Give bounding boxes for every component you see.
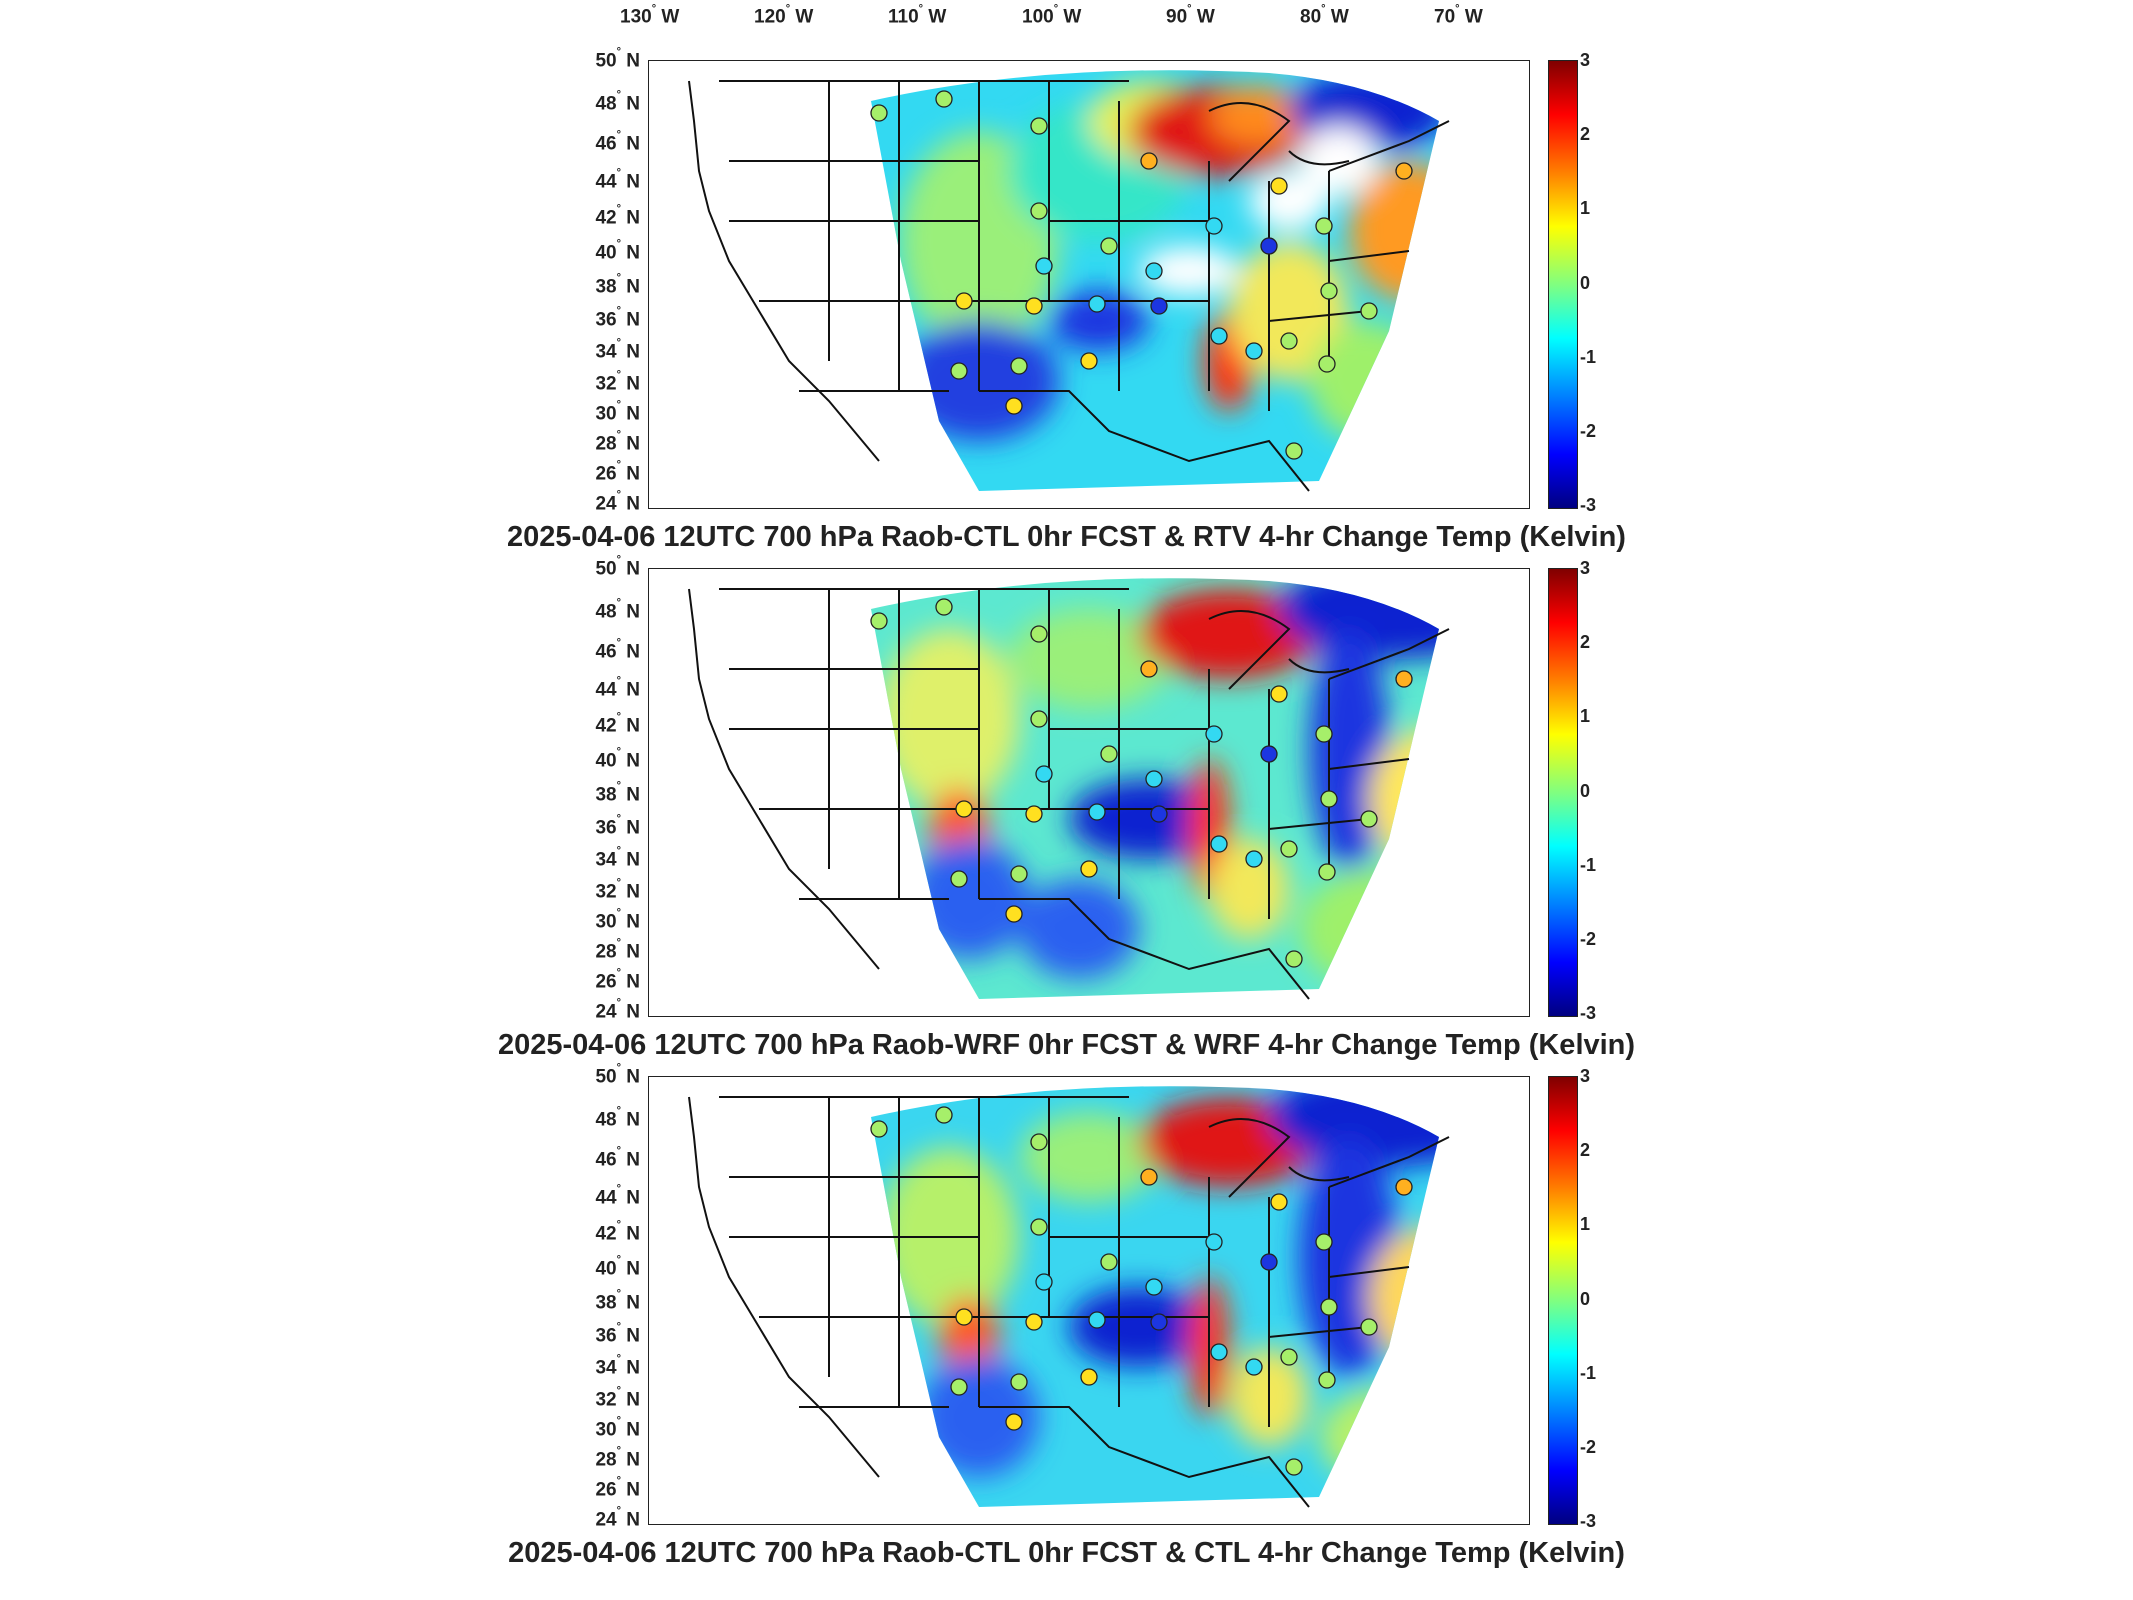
lat-label: 38° N xyxy=(595,272,640,298)
raob-stations xyxy=(870,1106,1413,1476)
lat-label: 36° N xyxy=(595,305,640,331)
colorbar-tick: -2 xyxy=(1580,929,1597,949)
colorbar-tick: 0 xyxy=(1580,1289,1591,1309)
lat-label: 38° N xyxy=(595,1288,640,1314)
lat-label: 44° N xyxy=(595,675,640,701)
lat-label: 36° N xyxy=(595,813,640,839)
lat-label: 48° N xyxy=(595,597,640,623)
lat-label: 24° N xyxy=(595,1505,640,1531)
raob-stations xyxy=(870,598,1413,968)
lat-label: 40° N xyxy=(595,746,640,772)
colorbar xyxy=(1548,1076,1578,1525)
lat-label: 34° N xyxy=(595,1353,640,1379)
colorbar-tick: 1 xyxy=(1580,706,1591,726)
lat-label: 42° N xyxy=(595,1219,640,1245)
lat-label: 42° N xyxy=(595,711,640,737)
lat-label: 50° N xyxy=(595,554,640,580)
lat-label: 40° N xyxy=(595,238,640,264)
lat-label: 46° N xyxy=(595,1145,640,1171)
state-borders xyxy=(688,80,1450,492)
lat-label: 24° N xyxy=(595,489,640,515)
temperature-map xyxy=(688,578,1450,1000)
lat-label: 28° N xyxy=(595,1445,640,1471)
colorbar-tick: -1 xyxy=(1580,1363,1597,1383)
temperature-field xyxy=(871,1086,1439,1507)
lat-label: 28° N xyxy=(595,429,640,455)
lon-label-130w: 130° W xyxy=(620,3,680,28)
panel-caption: 2025-04-06 12UTC 700 hPa Raob-CTL 0hr FC… xyxy=(507,521,1626,553)
colorbar xyxy=(1548,60,1578,509)
colorbar xyxy=(1548,568,1578,1017)
colorbar-tick: -3 xyxy=(1580,495,1597,515)
colorbar-tick: 2 xyxy=(1580,1140,1591,1160)
colorbar-tick: 1 xyxy=(1580,198,1591,218)
colorbar-tick: 3 xyxy=(1580,50,1591,70)
lon-label-80w: 80° W xyxy=(1300,3,1349,28)
lat-label: 24° N xyxy=(595,997,640,1023)
colorbar-tick: -1 xyxy=(1580,347,1597,367)
lat-label: 34° N xyxy=(595,337,640,363)
lon-label-110w: 110° W xyxy=(888,3,947,28)
lat-label: 44° N xyxy=(595,1183,640,1209)
lat-label: 50° N xyxy=(595,1062,640,1088)
lat-label: 50° N xyxy=(595,46,640,72)
panel-caption: 2025-04-06 12UTC 700 hPa Raob-CTL 0hr FC… xyxy=(508,1537,1625,1569)
colorbar-tick: 3 xyxy=(1580,1066,1591,1086)
colorbar-tick: -3 xyxy=(1580,1003,1597,1023)
colorbar-tick: 2 xyxy=(1580,124,1591,144)
lat-label: 44° N xyxy=(595,167,640,193)
lat-label: 30° N xyxy=(595,399,640,425)
panel-caption: 2025-04-06 12UTC 700 hPa Raob-WRF 0hr FC… xyxy=(497,1029,1636,1061)
lat-label: 46° N xyxy=(595,637,640,663)
temperature-map xyxy=(688,1086,1450,1508)
map-frame xyxy=(648,60,1530,509)
raob-stations xyxy=(870,90,1413,460)
colorbar-tick: 0 xyxy=(1580,273,1591,293)
temperature-field xyxy=(871,578,1439,999)
colorbar-tick: 0 xyxy=(1580,781,1591,801)
lat-label: 32° N xyxy=(595,369,640,395)
lat-label: 28° N xyxy=(595,937,640,963)
lon-label-70w: 70° W xyxy=(1434,3,1483,28)
lat-label: 40° N xyxy=(595,1254,640,1280)
colorbar-tick: 3 xyxy=(1580,558,1591,578)
temperature-field xyxy=(871,70,1439,491)
lon-label-100w: 100° W xyxy=(1022,3,1082,28)
lat-label: 48° N xyxy=(595,1105,640,1131)
lat-label: 32° N xyxy=(595,1385,640,1411)
colorbar-tick: -2 xyxy=(1580,421,1597,441)
colorbar-tick: -2 xyxy=(1580,1437,1597,1457)
lat-label: 26° N xyxy=(595,459,640,485)
lat-label: 42° N xyxy=(595,203,640,229)
lat-label: 30° N xyxy=(595,907,640,933)
lat-label: 38° N xyxy=(595,780,640,806)
lat-label: 26° N xyxy=(595,1475,640,1501)
colorbar-tick: -1 xyxy=(1580,855,1597,875)
state-borders xyxy=(688,1096,1450,1508)
lat-label: 30° N xyxy=(595,1415,640,1441)
lon-label-120w: 120° W xyxy=(754,3,814,28)
lat-label: 32° N xyxy=(595,877,640,903)
colorbar-tick: 2 xyxy=(1580,632,1591,652)
colorbar-tick: 1 xyxy=(1580,1214,1591,1234)
lat-label: 36° N xyxy=(595,1321,640,1347)
lat-label: 34° N xyxy=(595,845,640,871)
lon-label-90w: 90° W xyxy=(1166,3,1215,28)
colorbar-tick: -3 xyxy=(1580,1511,1597,1531)
lat-label: 48° N xyxy=(595,89,640,115)
map-frame xyxy=(648,568,1530,1017)
map-frame xyxy=(648,1076,1530,1525)
lat-label: 46° N xyxy=(595,129,640,155)
temperature-map xyxy=(688,70,1450,492)
lat-label: 26° N xyxy=(595,967,640,993)
